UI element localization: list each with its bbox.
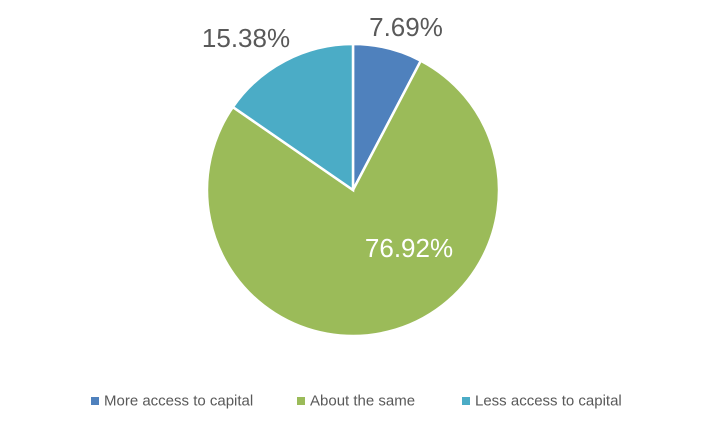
legend-label-more-access-to-capital: More access to capital (104, 393, 253, 410)
legend-swatch-more-access-to-capital (91, 397, 99, 405)
legend-item-more-access-to-capital: More access to capital (91, 393, 253, 410)
legend-label-less-access-to-capital: Less access to capital (475, 393, 622, 410)
legend-item-less-access-to-capital: Less access to capital (462, 393, 622, 410)
data-labels: 7.69% 76.92% 15.38% (202, 12, 453, 263)
legend-item-about-the-same: About the same (297, 393, 415, 410)
data-label-less-access-to-capital: 15.38% (202, 23, 290, 53)
legend-swatch-less-access-to-capital (462, 397, 470, 405)
data-label-more-access-to-capital: 7.69% (369, 12, 443, 42)
pie-slice-less-access-to-capital (231, 42, 355, 193)
legend-swatch-about-the-same (297, 397, 305, 405)
legend: More access to capital About the same Less… (91, 393, 622, 410)
pie-slice-about-the-same (205, 59, 501, 338)
pie-slices (205, 42, 501, 338)
data-label-about-the-same: 76.92% (365, 233, 453, 263)
legend-label-about-the-same: About the same (310, 393, 415, 410)
